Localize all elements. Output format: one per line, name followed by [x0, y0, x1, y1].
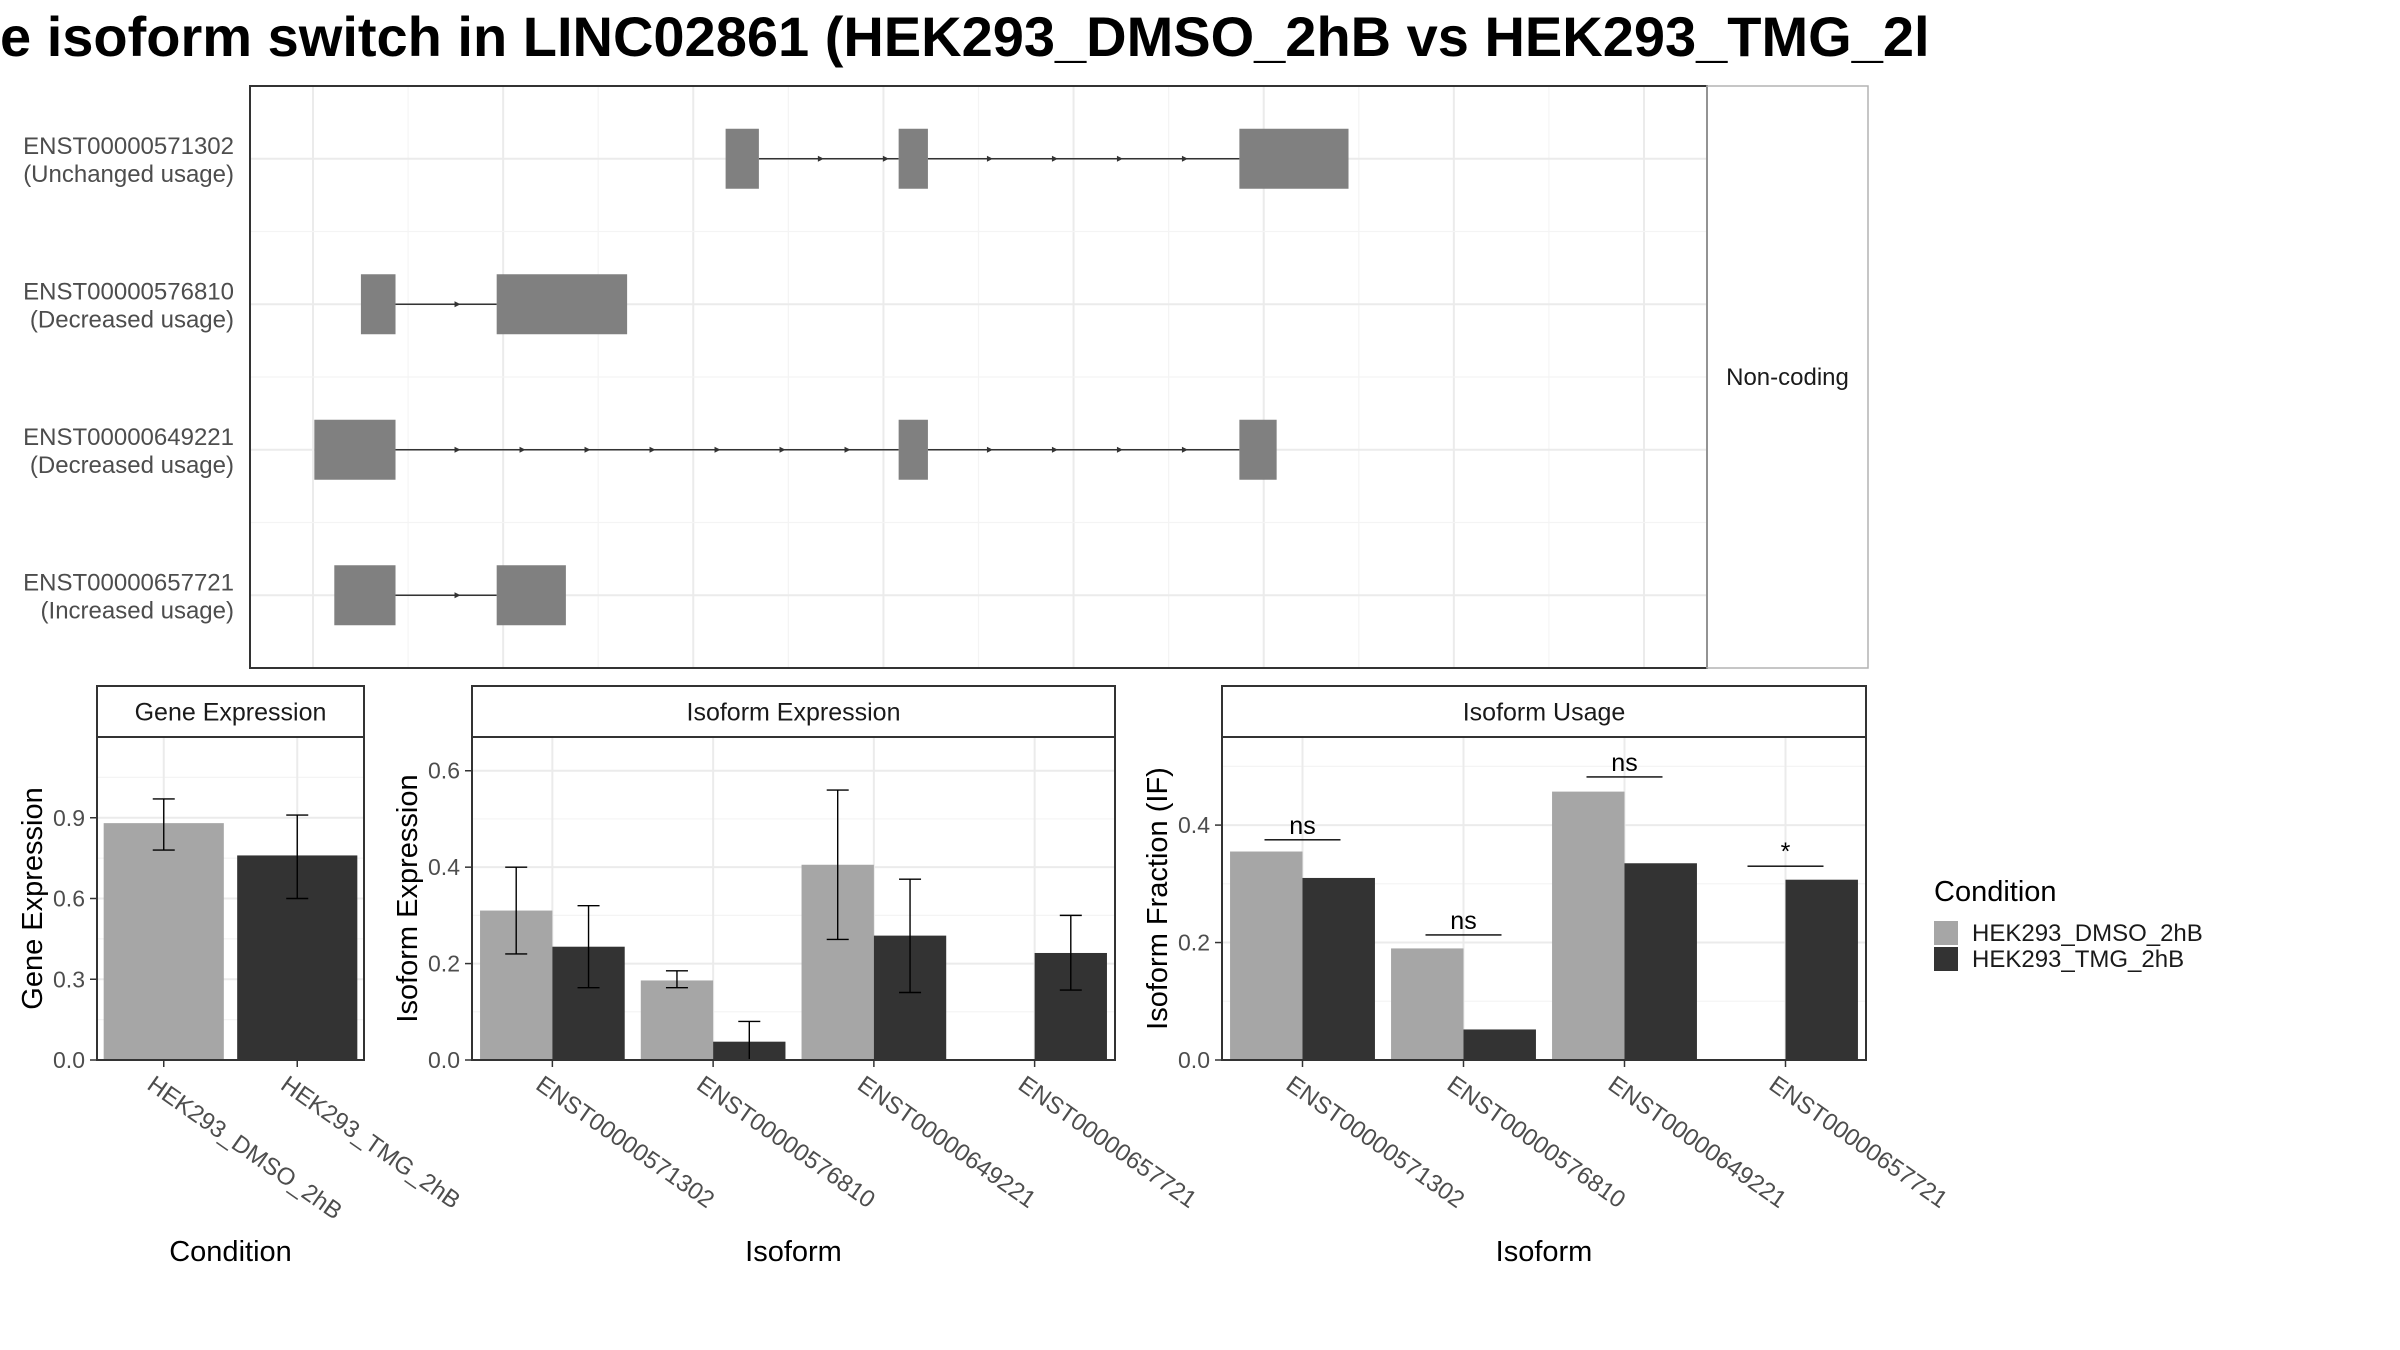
legend-swatch [1934, 947, 1958, 971]
panel-frame [96, 736, 365, 1061]
exon-block [314, 419, 396, 480]
x-tick-label: ENST00000576810 [1442, 1071, 1630, 1214]
intron-arrow [1116, 446, 1123, 453]
intron-arrow [817, 155, 824, 162]
intron-arrow [519, 446, 526, 453]
y-tick-label: 0.4 [428, 854, 460, 880]
bar [1230, 851, 1303, 1060]
figure-title: e isoform switch in LINC02861 (HEK293_DM… [0, 5, 1930, 68]
transcript-structure-panel: ENST00000571302(Unchanged usage) ENST0000… [23, 85, 1869, 669]
y-tick-label: 0.2 [428, 951, 460, 977]
structure-facet-strip [1706, 85, 1869, 669]
intron-arrow [1051, 446, 1058, 453]
x-tick-label: ENST00000571302 [531, 1071, 719, 1214]
intron-arrow [1051, 155, 1058, 162]
intron-arrow [986, 446, 993, 453]
intron-arrow [454, 446, 461, 453]
isoform-usage-label: (Decreased usage) [30, 452, 234, 479]
isoform-id-label: ENST00000576810 [23, 278, 234, 305]
bar [1463, 1029, 1536, 1060]
isoform-id-label: ENST00000657721 [23, 569, 234, 596]
intron-arrow [1116, 155, 1123, 162]
isoform-usage-label: (Increased usage) [41, 597, 234, 624]
y-axis-title: Gene Expression [17, 787, 49, 1009]
isoform-expression-panel: Isoform Expression0.00.20.40.6ENST000005… [392, 685, 1201, 1268]
x-tick-label: ENST00000649221 [1603, 1071, 1791, 1214]
x-tick-label: ENST00000649221 [852, 1071, 1040, 1214]
exon-block [898, 419, 928, 480]
exon-block [1239, 419, 1277, 480]
y-tick-label: 0.2 [1178, 930, 1210, 956]
significance-label: ns [1611, 749, 1637, 777]
intron-arrow [454, 301, 461, 308]
isoform-id-label: ENST00000649221 [23, 424, 234, 451]
legend-label: HEK293_DMSO_2hB [1972, 920, 2203, 947]
intron-arrow [1181, 155, 1188, 162]
intron-arrow [1181, 446, 1188, 453]
intron-arrow [714, 446, 721, 453]
bar [640, 980, 714, 1060]
exon-block [496, 565, 566, 626]
panel-frame [471, 736, 1116, 1061]
y-tick-label: 0.6 [53, 886, 85, 912]
panel-frame [1221, 736, 1867, 1061]
intron-arrow [986, 155, 993, 162]
y-tick-label: 0.0 [1178, 1047, 1210, 1073]
y-axis-title: Isoform Fraction (IF) [1142, 767, 1174, 1030]
x-tick-label: ENST00000571302 [1281, 1071, 1469, 1214]
significance-label: ns [1289, 812, 1315, 840]
x-axis-title: Condition [169, 1236, 292, 1268]
y-tick-label: 0.0 [53, 1047, 85, 1073]
legend-swatch [1934, 921, 1958, 945]
bar [103, 823, 224, 1060]
intron-arrow [882, 155, 889, 162]
bar [1785, 879, 1858, 1060]
exon-block [360, 274, 396, 335]
exon-block [496, 274, 628, 335]
panel-strip-label: Gene Expression [135, 699, 327, 727]
panel-strip [1221, 685, 1867, 738]
x-tick-label: ENST00000657721 [1764, 1071, 1952, 1214]
significance-label: ns [1450, 907, 1476, 935]
x-tick-label: ENST00000576810 [692, 1071, 880, 1214]
y-tick-label: 0.3 [53, 966, 85, 992]
x-tick-label: ENST00000657721 [1013, 1071, 1201, 1214]
exon-block [1239, 128, 1349, 189]
isoform-usage-label: (Unchanged usage) [23, 161, 234, 188]
facet-label-noncoding: Non-coding [1726, 364, 1849, 391]
y-tick-label: 0.0 [428, 1047, 460, 1073]
bar [1552, 791, 1625, 1060]
y-tick-label: 0.6 [428, 758, 460, 784]
legend-title: Condition [1934, 876, 2057, 908]
y-tick-label: 0.4 [1178, 812, 1210, 838]
significance-label: * [1781, 838, 1791, 866]
exon-block [898, 128, 928, 189]
panel-strip [471, 685, 1116, 738]
exon-block [334, 565, 396, 626]
isoform-usage-panel: Isoform Usage 0.0 0.2 0.4 ns ENST00000571302 n… [1142, 685, 1952, 1268]
panel-strip-label: Isoform Expression [687, 699, 901, 727]
bar [1624, 863, 1697, 1060]
legend-label: HEK293_TMG_2hB [1972, 946, 2184, 973]
isoform-usage-label: (Decreased usage) [30, 306, 234, 333]
x-axis-title: Isoform [745, 1236, 842, 1268]
x-axis-title: Isoform [1496, 1236, 1593, 1268]
bar [1391, 948, 1464, 1060]
y-axis-title: Isoform Expression [392, 774, 424, 1022]
panel-strip [96, 685, 365, 738]
intron-arrow [454, 592, 461, 599]
y-tick-label: 0.9 [53, 805, 85, 831]
exon-block [725, 128, 759, 189]
intron-arrow [844, 446, 851, 453]
panel-strip-label: Isoform Usage [1463, 699, 1626, 727]
intron-arrow [779, 446, 786, 453]
intron-arrow [649, 446, 656, 453]
bar [1302, 877, 1375, 1060]
intron-arrow [584, 446, 591, 453]
isoform-id-label: ENST00000571302 [23, 133, 234, 160]
